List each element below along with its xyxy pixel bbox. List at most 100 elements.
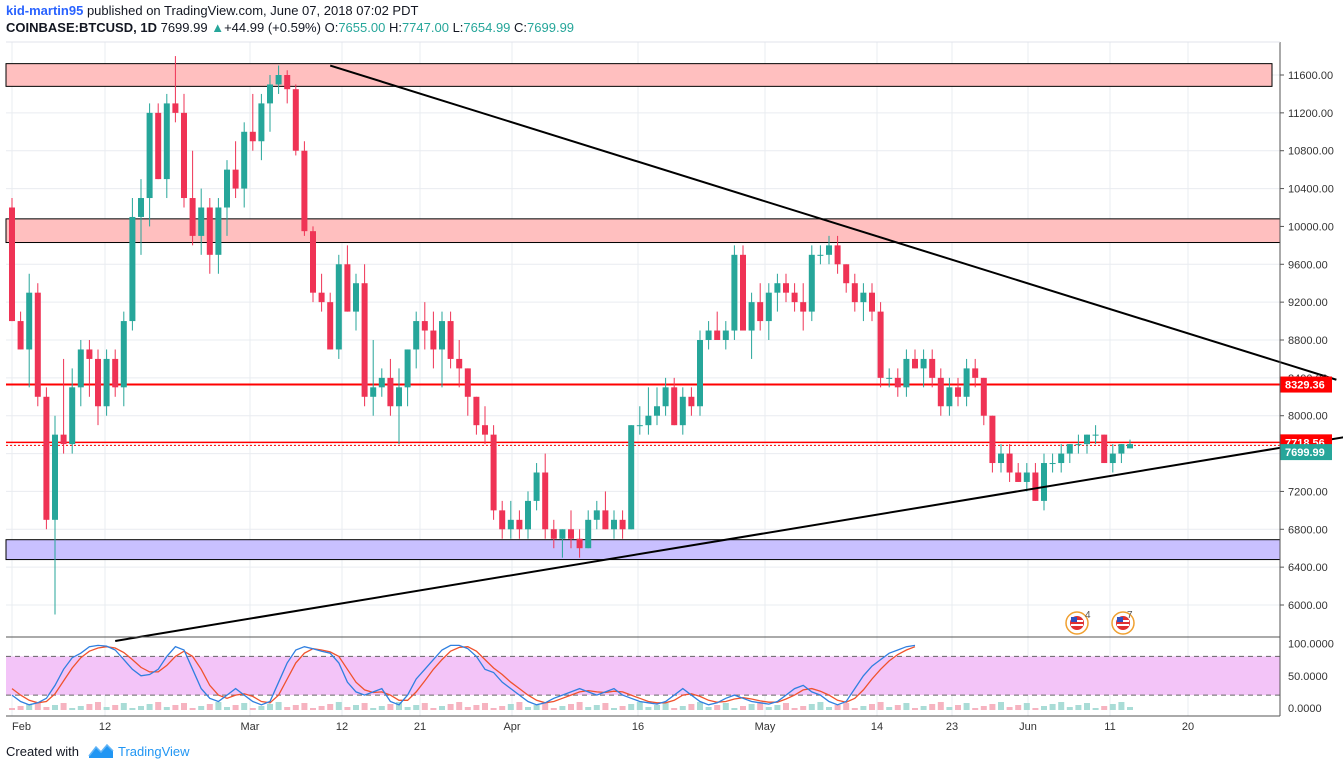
- close-value: 7699.99: [527, 20, 575, 35]
- volume-bar: [327, 704, 334, 710]
- candle-body: [877, 311, 884, 378]
- volume-bar: [783, 703, 789, 710]
- volume-bar: [645, 707, 652, 710]
- volume-bar: [430, 708, 437, 710]
- volume-bar: [559, 706, 566, 710]
- candle-body: [851, 283, 858, 303]
- author-name[interactable]: kid-martin95: [6, 3, 84, 18]
- candle-body: [525, 500, 531, 530]
- candle-body: [318, 292, 325, 303]
- published-text: published on TradingView.com, June 07, 2…: [86, 3, 419, 18]
- volume-bar: [224, 707, 230, 710]
- volume-bar: [499, 706, 506, 710]
- candle-body: [1127, 444, 1133, 449]
- stoch-band: [6, 656, 1280, 696]
- volume-bar: [249, 708, 256, 710]
- volume-bar: [912, 708, 918, 710]
- volume-bar: [800, 706, 807, 710]
- y-tick-label: 6400.00: [1288, 562, 1328, 574]
- candle-body: [989, 415, 996, 464]
- svg-text:7: 7: [1127, 610, 1133, 621]
- volume-bar: [851, 708, 858, 710]
- candle-body: [1049, 463, 1056, 465]
- candle-body: [120, 321, 127, 388]
- volume-bar: [740, 706, 746, 710]
- volume-bar: [241, 703, 248, 710]
- volume-bar: [344, 707, 351, 710]
- candle-body: [69, 387, 76, 445]
- candle-body: [284, 75, 291, 90]
- volume-bar: [120, 703, 127, 710]
- price-tag-label: 7699.99: [1285, 447, 1325, 459]
- candle-body: [576, 538, 583, 549]
- trendline: [115, 436, 1343, 642]
- price-tag: [1280, 444, 1332, 461]
- volume-bar: [826, 707, 832, 710]
- price-chart[interactable]: Feb 12 Mar 12 21 Apr 16 May 14 23 Jun 11 20 11600.00 1…: [0, 0, 1343, 738]
- volume-bar: [189, 708, 196, 710]
- volume-bar: [593, 705, 600, 710]
- volume-bar: [516, 702, 523, 710]
- candle-body: [611, 519, 617, 530]
- y-tick-label: 11600.00: [1288, 70, 1333, 82]
- candle-body: [361, 283, 368, 397]
- candle-body: [112, 358, 119, 388]
- y-tick-label: 11200.00: [1288, 108, 1333, 120]
- volume-bar: [17, 706, 24, 710]
- volume-bar: [585, 707, 592, 710]
- open-value: 7655.00: [338, 20, 386, 35]
- candle-body: [1084, 434, 1090, 445]
- volume-bar: [198, 706, 205, 710]
- us-flag-event-icon[interactable]: 4: [1065, 610, 1091, 635]
- candle-body: [946, 387, 953, 407]
- candle-body: [258, 103, 265, 142]
- candle-body: [912, 358, 918, 369]
- volume-bar: [95, 702, 101, 710]
- volume-bar: [275, 702, 282, 710]
- candle-body: [310, 231, 316, 293]
- candle-body: [636, 425, 643, 427]
- volume-bar: [9, 708, 15, 710]
- y-tick-label: 8800.00: [1288, 335, 1328, 347]
- candle-body: [1041, 463, 1047, 501]
- candle-body: [267, 84, 273, 104]
- us-flag-event-icon[interactable]: 7: [1111, 610, 1135, 635]
- volume-bar: [1109, 704, 1116, 710]
- candle-body: [1006, 453, 1013, 473]
- candle-body: [189, 198, 196, 236]
- volume-bar: [267, 704, 273, 710]
- candle-body: [791, 292, 798, 303]
- last-price: 7699.99: [160, 20, 208, 35]
- tradingview-link[interactable]: TradingView: [118, 744, 190, 759]
- volume-bar: [989, 704, 996, 710]
- candle-body: [206, 207, 213, 255]
- candle-body: [1075, 444, 1082, 446]
- volume-bar: [146, 704, 153, 710]
- candle-body: [894, 377, 901, 388]
- stoch-tick-label: 100.0000: [1288, 639, 1334, 651]
- candle-body: [955, 387, 961, 397]
- candle-body: [826, 245, 832, 255]
- volume-bar: [26, 704, 33, 710]
- candle-body: [800, 302, 807, 312]
- low-label: L:: [452, 20, 464, 35]
- volume-bar: [1084, 703, 1090, 710]
- volume-bar: [52, 705, 58, 710]
- candle-body: [301, 150, 308, 232]
- event-badges[interactable]: 4 7: [1065, 610, 1135, 635]
- x-tick-label: 23: [946, 721, 958, 733]
- volume-bar: [404, 707, 411, 710]
- svg-text:4: 4: [1085, 610, 1091, 621]
- volume-bar: [757, 702, 764, 710]
- volume-bar: [998, 702, 1004, 710]
- candle-body: [1058, 453, 1065, 464]
- volume-bar: [533, 705, 540, 710]
- ohlc-legend: COINBASE:BTCUSD, 1D 7699.99 ▲+44.99 (+0.…: [6, 20, 574, 35]
- x-tick-label: Feb: [12, 721, 31, 733]
- volume-bar: [550, 708, 557, 710]
- candle-body: [275, 75, 282, 85]
- volume-bar: [920, 706, 927, 710]
- y-tick-label: 9600.00: [1288, 259, 1328, 271]
- candle-body: [550, 529, 557, 539]
- tradingview-logo-icon: [88, 743, 114, 758]
